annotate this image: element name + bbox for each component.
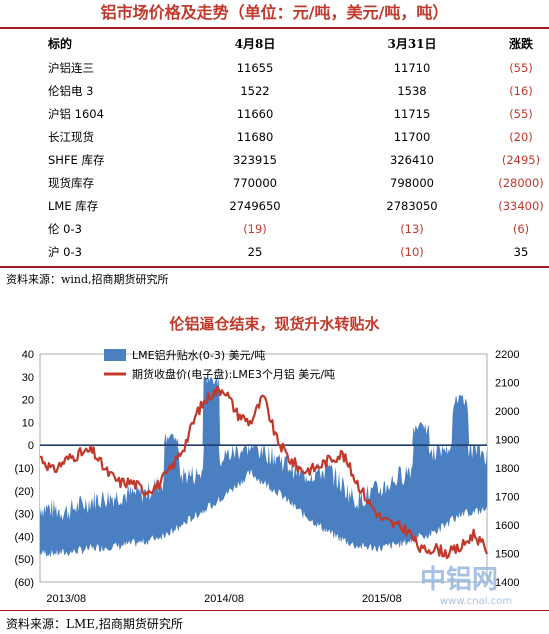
header-symbol: 标的 xyxy=(48,37,73,51)
cell-apr8: 2749650 xyxy=(229,198,281,213)
cell-symbol: 长江现货 xyxy=(48,129,94,144)
cell-mar31: 1538 xyxy=(397,83,427,98)
left-tick-label: 10 xyxy=(22,417,34,429)
cell-symbol: 现货库存 xyxy=(48,175,94,190)
cell-symbol: 沪 0-3 xyxy=(48,244,82,259)
right-tick-label: 1900 xyxy=(495,435,519,447)
cell-change: (16) xyxy=(509,83,533,98)
cell-change: (20) xyxy=(509,129,533,144)
watermark-url: www.cnal.com xyxy=(440,596,512,607)
cell-symbol: 沪铝连三 xyxy=(48,60,94,75)
left-tick-label: (40) xyxy=(14,531,34,543)
cell-apr8: 323915 xyxy=(233,152,277,167)
cell-change: (6) xyxy=(512,221,530,236)
cell-apr8: 25 xyxy=(247,244,263,259)
header-apr8: 4月8日 xyxy=(234,37,276,51)
table-header-row: 标的 4月8日 3月31日 涨跌 xyxy=(0,31,549,56)
price-line xyxy=(39,386,489,560)
legend-label-price: 期货收盘价(电子盘):LME3个月铝 美元/吨 xyxy=(132,367,335,381)
x-tick-label: 2015/08 xyxy=(362,593,402,605)
cell-mar31: 11700 xyxy=(393,129,431,144)
left-tick-label: (20) xyxy=(14,486,34,498)
cell-symbol: 伦铝电 3 xyxy=(48,83,94,98)
cell-mar31: (13) xyxy=(400,221,424,236)
spread-gap xyxy=(40,445,487,521)
left-tick-label: (60) xyxy=(14,577,34,589)
watermark-logo: 中铝网 xyxy=(420,565,498,595)
cell-symbol: LME 库存 xyxy=(48,198,99,213)
left-tick-label: 20 xyxy=(22,395,34,407)
right-tick-label: 2000 xyxy=(495,406,519,418)
x-tick-label: 2014/08 xyxy=(204,593,244,605)
table-row: LME 库存 2749650 2783050 (33400) xyxy=(0,194,549,217)
cell-mar31: 11710 xyxy=(393,60,431,75)
price-table: 标的 4月8日 3月31日 涨跌 沪铝连三 11655 11710 (55) 伦铝电 3… xyxy=(0,31,549,263)
legend-label-spread: LME铝升贴水(0-3) 美元/吨 xyxy=(132,348,265,362)
cell-mar31: (10) xyxy=(400,244,424,259)
cell-mar31: 11715 xyxy=(393,106,431,121)
left-tick-label: 40 xyxy=(22,349,34,361)
table-row: SHFE 库存 323915 326410 (2495) xyxy=(0,148,549,171)
source-note-chart: 资料来源：LME,招商期货研究所 xyxy=(6,617,183,631)
right-tick-label: 1800 xyxy=(495,463,519,475)
cell-mar31: 326410 xyxy=(390,152,434,167)
right-tick-label: 1600 xyxy=(495,520,519,532)
cell-change: (2495) xyxy=(501,152,541,167)
right-tick-label: 2200 xyxy=(495,349,519,361)
source-note-table: 资料来源：wind,招商期货研究所 xyxy=(6,273,169,286)
table-row: 沪 0-3 25 (10) 35 xyxy=(0,240,549,263)
cell-change: (55) xyxy=(509,106,533,121)
cell-apr8: 1522 xyxy=(240,83,270,98)
header-mar31: 3月31日 xyxy=(387,37,437,51)
left-tick-label: (10) xyxy=(14,463,34,475)
cell-apr8: 11680 xyxy=(236,129,274,144)
right-tick-label: 2100 xyxy=(495,378,519,390)
left-tick-label: (30) xyxy=(14,509,34,521)
table-row: 伦 0-3 (19) (13) (6) xyxy=(0,217,549,240)
chart-title: 伦铝逼仓结束，现货升水转贴水 xyxy=(169,315,380,333)
table-row: 现货库存 770000 798000 (28000) xyxy=(0,171,549,194)
cell-symbol: 伦 0-3 xyxy=(48,221,82,236)
cell-mar31: 2783050 xyxy=(386,198,438,213)
cell-change: (33400) xyxy=(498,198,544,213)
cell-mar31: 798000 xyxy=(390,175,434,190)
cell-apr8: 11660 xyxy=(236,106,274,121)
right-tick-label: 1400 xyxy=(495,577,519,589)
right-tick-label: 1700 xyxy=(495,492,519,504)
left-tick-label: 0 xyxy=(28,440,34,452)
chart-bottom-rule xyxy=(0,610,549,611)
cell-symbol: 沪铝 1604 xyxy=(48,106,104,121)
table-row: 沪铝连三 11655 11710 (55) xyxy=(0,56,549,79)
table-bottom-rule xyxy=(0,266,549,268)
header-change: 涨跌 xyxy=(508,37,533,51)
cell-apr8: (19) xyxy=(243,221,267,236)
left-tick-label: (50) xyxy=(14,554,34,566)
table-row: 沪铝 1604 11660 11715 (55) xyxy=(0,102,549,125)
top-rule xyxy=(0,27,549,29)
left-tick-label: 30 xyxy=(22,372,34,384)
cell-apr8: 11655 xyxy=(236,60,274,75)
cell-change: 35 xyxy=(513,244,529,259)
table-row: 长江现货 11680 11700 (20) xyxy=(0,125,549,148)
table-row: 伦铝电 3 1522 1538 (16) xyxy=(0,79,549,102)
cell-change: (55) xyxy=(509,60,533,75)
right-tick-label: 1500 xyxy=(495,549,519,561)
cell-change: (28000) xyxy=(498,175,544,190)
table-title: 铝市场价格及走势（单位：元/吨，美元/吨，吨） xyxy=(100,3,449,22)
x-tick-label: 2013/08 xyxy=(46,593,86,605)
cell-symbol: SHFE 库存 xyxy=(48,152,105,167)
cell-apr8: 770000 xyxy=(233,175,277,190)
legend-swatch-spread xyxy=(104,349,126,361)
